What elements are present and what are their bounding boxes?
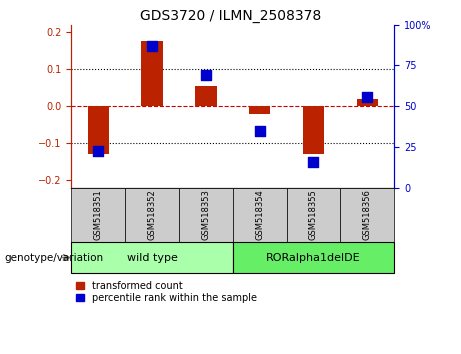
- Point: [364, 94, 371, 100]
- Point: [256, 129, 263, 134]
- Text: GSM518352: GSM518352: [148, 190, 157, 240]
- Text: wild type: wild type: [127, 252, 177, 263]
- Text: genotype/variation: genotype/variation: [5, 252, 104, 263]
- Text: GDS3720 / ILMN_2508378: GDS3720 / ILMN_2508378: [140, 9, 321, 23]
- Bar: [356, 99, 378, 106]
- Bar: [303, 106, 324, 154]
- Bar: [195, 86, 217, 106]
- Bar: [142, 41, 163, 106]
- Point: [95, 148, 102, 153]
- Point: [310, 160, 317, 165]
- Text: GSM518355: GSM518355: [309, 190, 318, 240]
- Text: RORalpha1delDE: RORalpha1delDE: [266, 252, 361, 263]
- Point: [202, 72, 210, 78]
- Text: GSM518351: GSM518351: [94, 190, 103, 240]
- Bar: [88, 106, 109, 154]
- Text: GSM518354: GSM518354: [255, 190, 264, 240]
- Legend: transformed count, percentile rank within the sample: transformed count, percentile rank withi…: [77, 281, 257, 303]
- Text: GSM518356: GSM518356: [363, 190, 372, 240]
- Text: GSM518353: GSM518353: [201, 190, 210, 240]
- Bar: [249, 106, 271, 114]
- Point: [148, 43, 156, 49]
